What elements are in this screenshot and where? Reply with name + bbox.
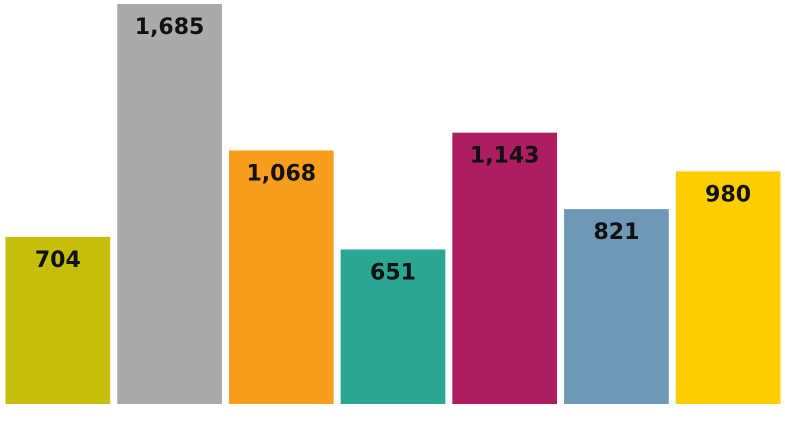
bar xyxy=(228,150,334,404)
bar xyxy=(452,132,558,405)
bar xyxy=(340,249,446,404)
value-label: 821 xyxy=(593,220,639,245)
value-label: 704 xyxy=(35,248,81,273)
value-label: 651 xyxy=(370,260,416,285)
bar xyxy=(675,171,781,404)
bar xyxy=(564,209,669,404)
bar xyxy=(117,4,222,404)
value-label: 1,685 xyxy=(135,15,205,40)
bar xyxy=(5,236,111,404)
value-label: 1,068 xyxy=(246,161,316,186)
value-label: 980 xyxy=(705,182,751,207)
value-label: 1,143 xyxy=(470,144,540,169)
